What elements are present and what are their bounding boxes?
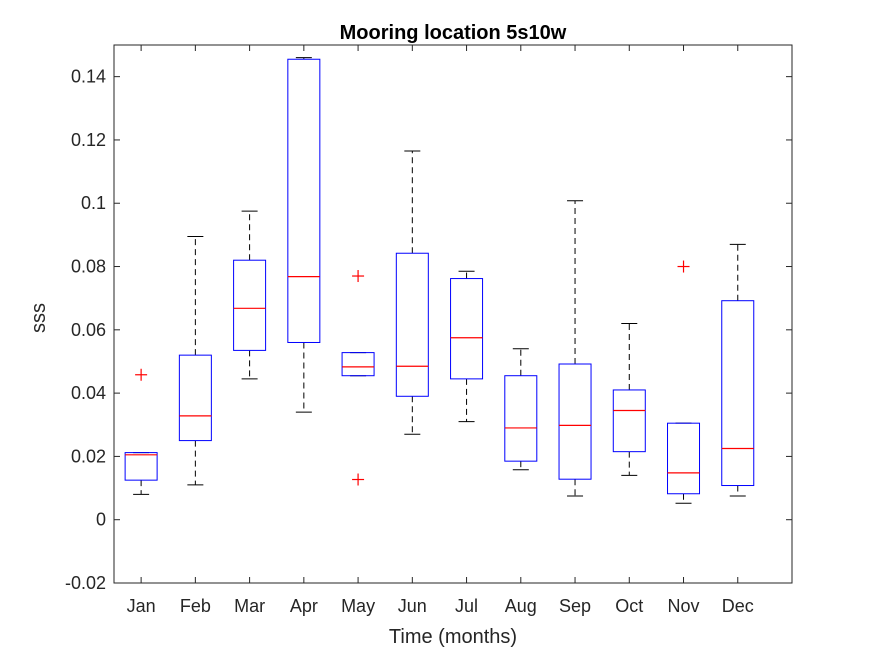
box-feb: [178, 235, 212, 486]
y-tick-label: 0.04: [71, 383, 106, 403]
box-jun: [395, 150, 429, 435]
x-tick-label: May: [341, 596, 375, 616]
x-tick-label: Dec: [722, 596, 754, 616]
x-tick-label: Feb: [180, 596, 211, 616]
y-tick-label: 0.12: [71, 130, 106, 150]
outlier-marker: [352, 270, 365, 283]
box-sep: [558, 200, 592, 497]
iqr-box: [721, 300, 755, 487]
iqr-box: [504, 375, 538, 462]
box-apr: [287, 57, 321, 413]
iqr-box: [287, 58, 321, 343]
iqr-box: [667, 422, 701, 495]
y-axis: -0.02 0 0.02 0.04 0.06 0.08 0.1 0.12 0.14: [65, 67, 792, 593]
y-tick-label: 0.06: [71, 320, 106, 340]
box-oct: [612, 322, 646, 476]
iqr-box: [124, 452, 158, 481]
outlier-marker: [135, 368, 148, 381]
y-tick-label: -0.02: [65, 573, 106, 593]
iqr-box: [450, 278, 484, 380]
y-tick-label: 0: [96, 510, 106, 530]
x-tick-label: Sep: [559, 596, 591, 616]
box-mar: [233, 210, 267, 380]
box-nov: [667, 260, 701, 504]
plot-area: [113, 44, 793, 584]
box-aug: [504, 348, 538, 471]
iqr-box: [558, 363, 592, 480]
x-tick-label: Jun: [398, 596, 427, 616]
outlier-marker: [352, 473, 365, 486]
iqr-box: [341, 352, 375, 377]
x-axis: Jan Feb Mar Apr May Jun Jul Aug Sep Oct Nov Dec: [127, 45, 754, 616]
axes-frame: [113, 44, 793, 584]
iqr-box: [233, 259, 267, 351]
x-tick-label: Mar: [234, 596, 265, 616]
x-tick-label: Oct: [615, 596, 643, 616]
x-axis-label: Time (months): [389, 626, 517, 648]
x-tick-label: Aug: [505, 596, 537, 616]
box-dec: [721, 243, 755, 497]
y-tick-label: 0.1: [81, 193, 106, 213]
iqr-box: [612, 389, 646, 453]
x-tick-label: Jul: [455, 596, 478, 616]
chart-title: Mooring location 5s10w: [340, 22, 567, 44]
x-tick-label: Nov: [668, 596, 700, 616]
box-jul: [450, 270, 484, 423]
outlier-marker: [677, 260, 690, 273]
iqr-box: [178, 354, 212, 442]
box-jan: [124, 368, 158, 495]
iqr-box: [395, 252, 429, 397]
box-may: [341, 270, 375, 486]
y-axis-label: sss: [28, 303, 50, 333]
y-tick-label: 0.02: [71, 446, 106, 466]
x-tick-label: Apr: [290, 596, 318, 616]
y-tick-label: 0.08: [71, 257, 106, 277]
x-tick-label: Jan: [127, 596, 156, 616]
y-tick-label: 0.14: [71, 67, 106, 87]
